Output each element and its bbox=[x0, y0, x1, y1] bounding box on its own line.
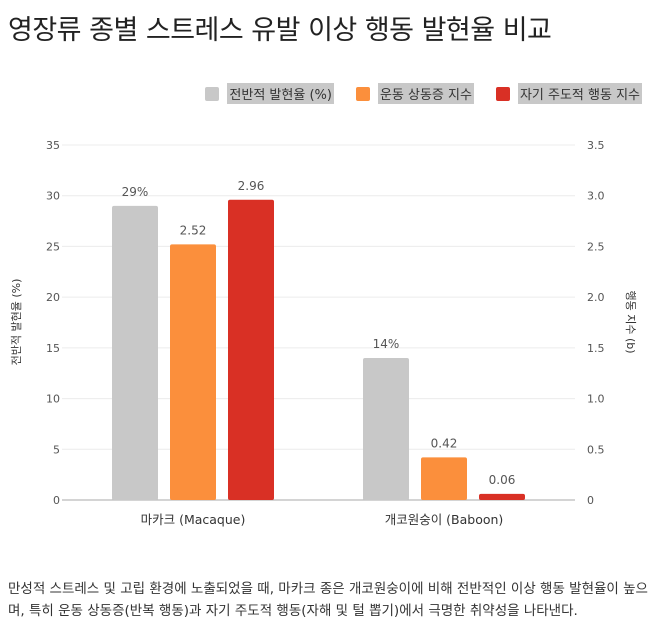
y2-tick-label: 3.5 bbox=[587, 139, 605, 152]
x-tick-label: 개코원숭이 (Baboon) bbox=[385, 512, 504, 527]
bar bbox=[170, 244, 216, 500]
legend: 전반적 발현율 (%) 운동 상동증 지수 자기 주도적 행동 지수 bbox=[205, 83, 642, 104]
chart: 0 0 5 0.5 10 1.0 15 1.5 20 2.0 25 2.5 30 3.0 35 3.5 전반적 … bbox=[10, 139, 637, 527]
data-label: 0.06 bbox=[489, 473, 516, 487]
y2-tick-label: 1.5 bbox=[587, 342, 605, 355]
y-tick-label: 30 bbox=[46, 190, 60, 203]
legend-label: 운동 상동증 지수 bbox=[377, 83, 474, 104]
legend-swatch bbox=[205, 86, 220, 101]
bar bbox=[363, 358, 409, 500]
y-tick-label: 5 bbox=[53, 443, 60, 456]
chart-title: 영장류 종별 스트레스 유발 이상 행동 발현율 비교 bbox=[8, 15, 552, 46]
y-tick-label: 10 bbox=[46, 393, 60, 406]
bar bbox=[112, 205, 158, 500]
y-tick-label: 0 bbox=[53, 494, 60, 507]
y2-axis-label: 행동 지수 (b) bbox=[624, 290, 637, 353]
y-tick-label: 15 bbox=[46, 342, 60, 355]
data-label: 14% bbox=[373, 337, 400, 351]
y2-tick-label: 2.0 bbox=[587, 291, 605, 304]
legend-item[interactable]: 운동 상동증 지수 bbox=[355, 83, 474, 104]
y2-tick-label: 0 bbox=[587, 494, 594, 507]
y-tick-label: 20 bbox=[46, 291, 60, 304]
bar bbox=[421, 457, 467, 500]
legend-swatch bbox=[355, 86, 370, 101]
legend-label: 자기 주도적 행동 지수 bbox=[517, 83, 642, 104]
y2-tick-label: 3.0 bbox=[587, 190, 605, 203]
legend-item[interactable]: 자기 주도적 행동 지수 bbox=[495, 83, 642, 104]
y-axis-label: 전반적 발현율 (%) bbox=[10, 279, 23, 366]
data-label: 2.52 bbox=[180, 223, 207, 237]
bar bbox=[228, 199, 274, 500]
data-label: 29% bbox=[122, 185, 149, 199]
y-tick-label: 35 bbox=[46, 139, 60, 152]
bar bbox=[479, 493, 525, 500]
legend-item[interactable]: 전반적 발현율 (%) bbox=[205, 83, 334, 104]
x-tick-label: 마카크 (Macaque) bbox=[141, 512, 246, 527]
legend-label: 전반적 발현율 (%) bbox=[227, 83, 334, 104]
data-label: 0.42 bbox=[431, 436, 458, 450]
legend-swatch bbox=[495, 86, 510, 101]
y2-tick-label: 2.5 bbox=[587, 240, 605, 253]
y2-tick-label: 0.5 bbox=[587, 443, 605, 456]
data-label: 2.96 bbox=[238, 179, 265, 193]
y-tick-label: 25 bbox=[46, 240, 60, 253]
y2-tick-label: 1.0 bbox=[587, 393, 605, 406]
caption: 만성적 스트레스 및 고립 환경에 노출되었을 때, 마카크 종은 개코원숭이에… bbox=[8, 581, 648, 619]
